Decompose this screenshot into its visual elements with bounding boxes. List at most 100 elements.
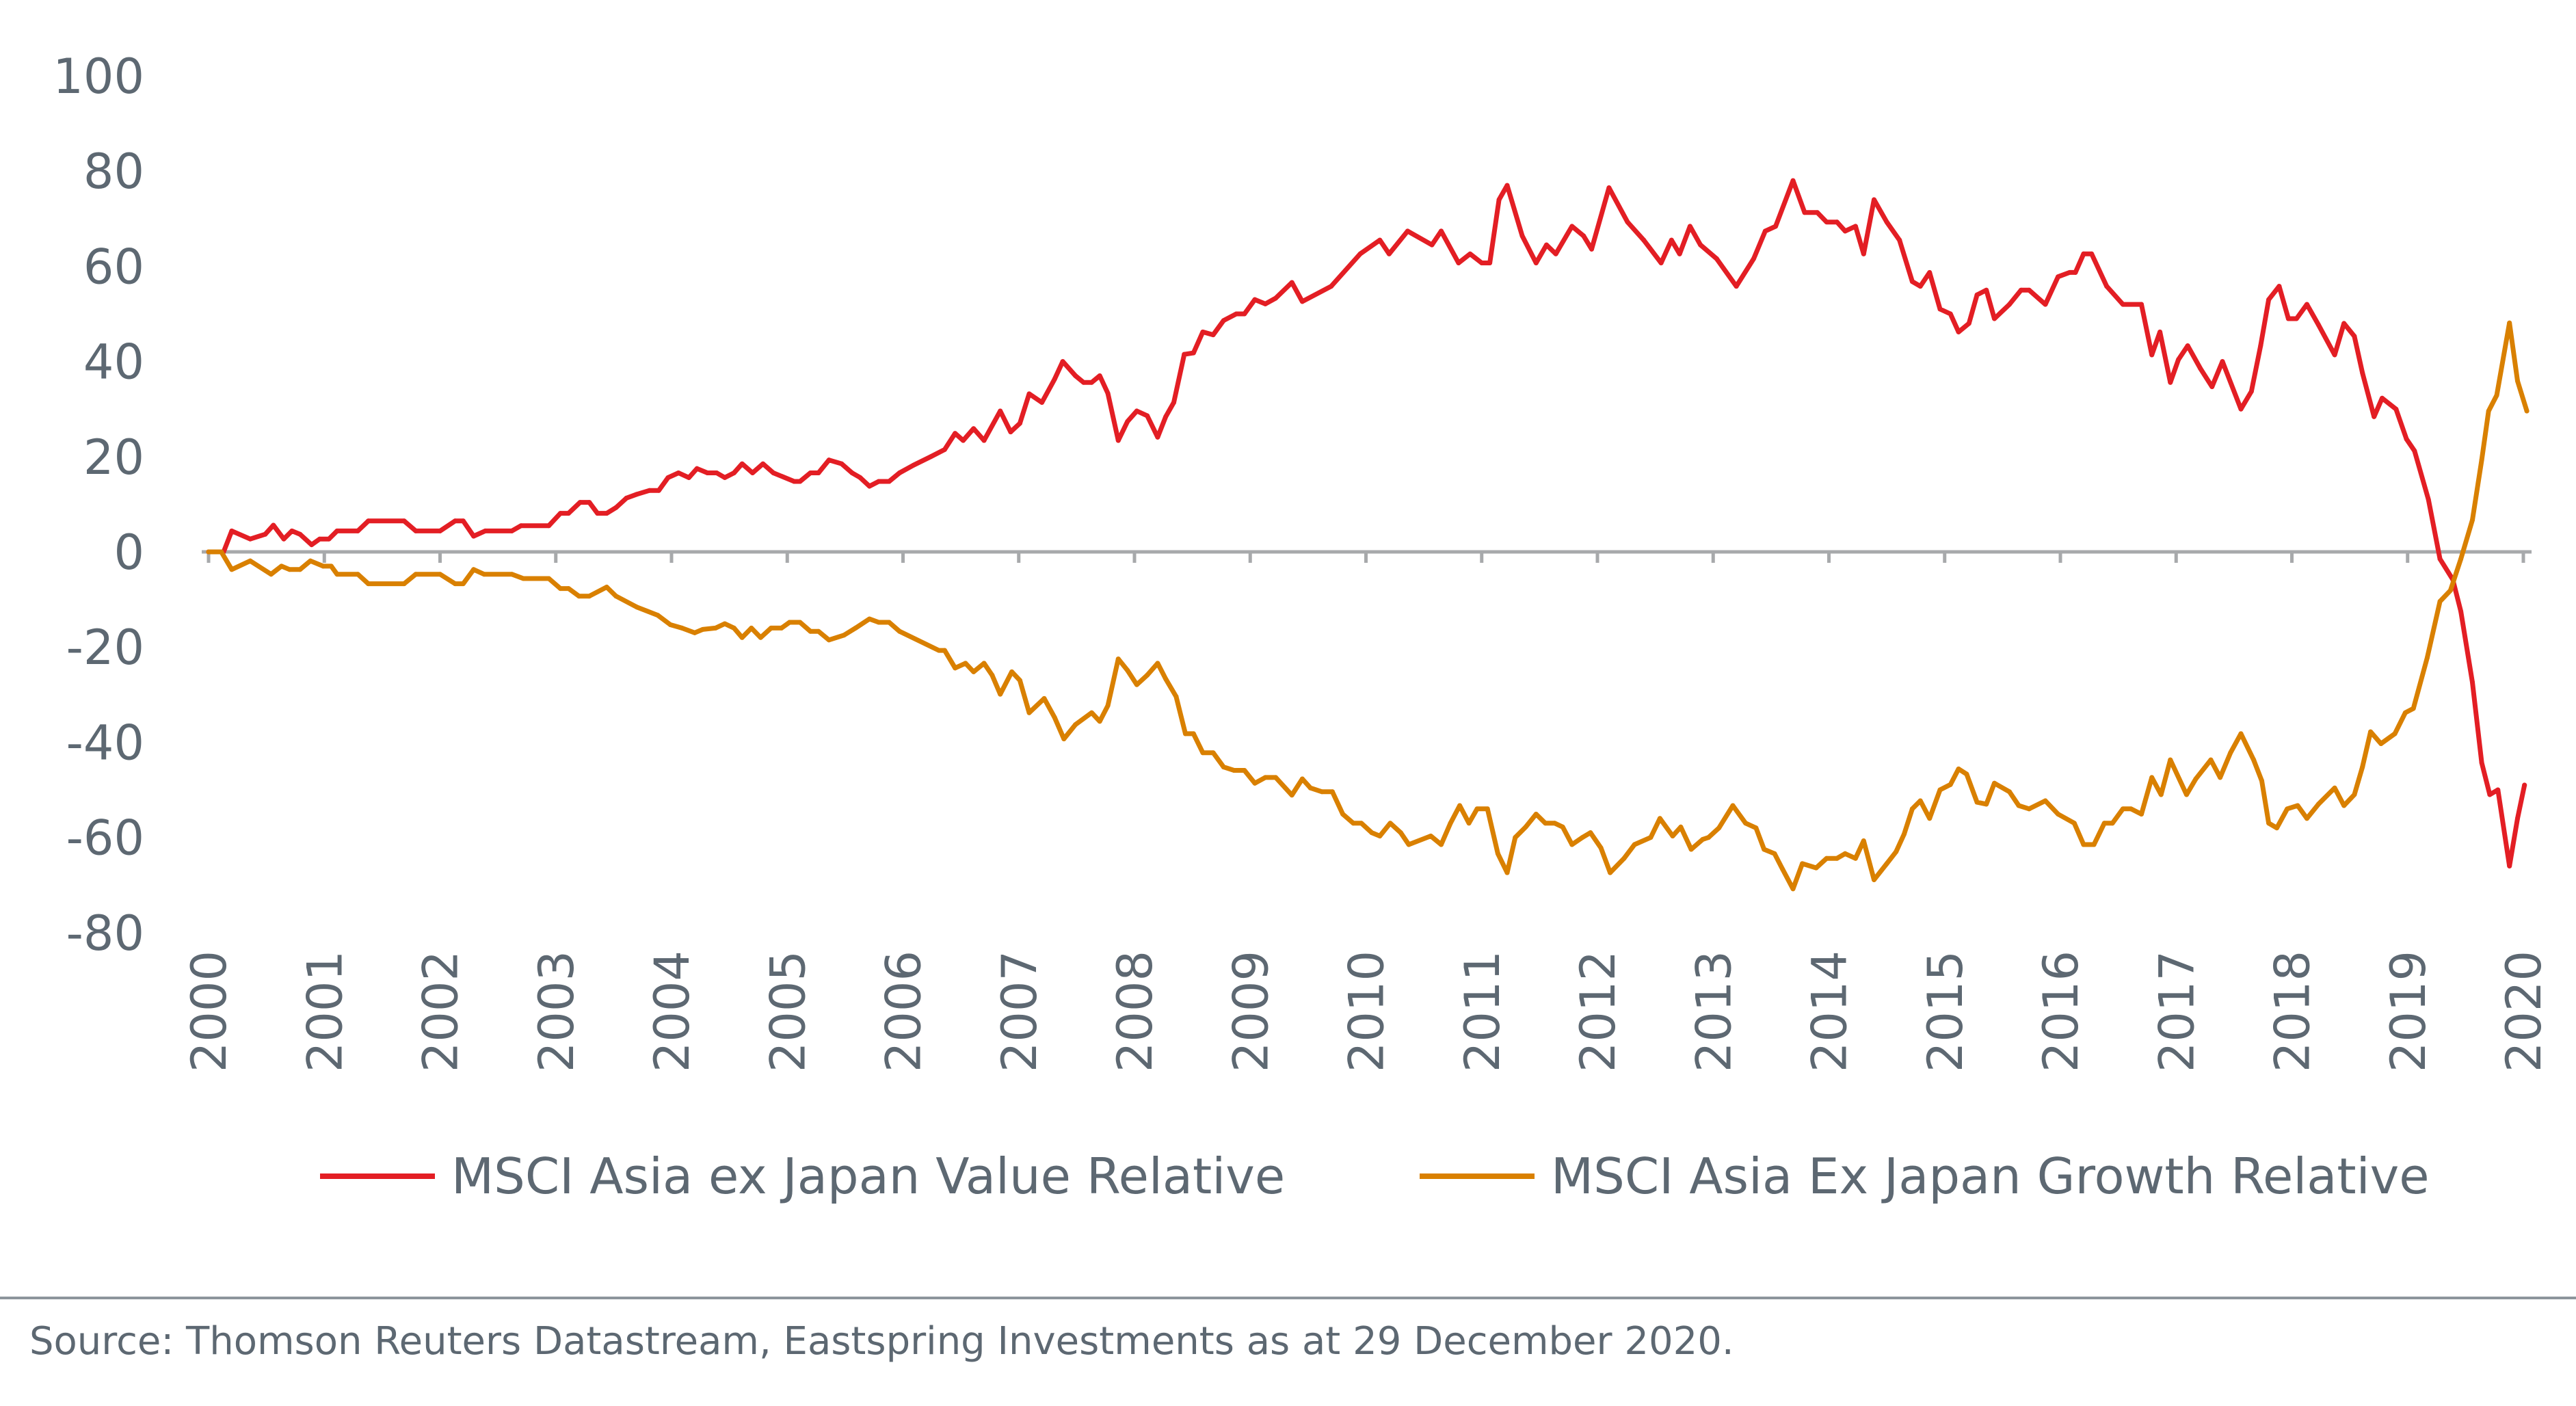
data-point [2089,251,2095,256]
data-point [1387,821,1393,826]
data-point [942,447,947,452]
data-point [797,479,803,484]
data-point [546,576,552,581]
data-point [731,625,736,631]
data-point [289,528,295,533]
data-point [1073,722,1078,728]
data-point [2470,680,2475,685]
data-point [2238,731,2244,737]
data-point [2120,302,2125,307]
data-point [1017,678,1022,683]
data-point [1853,855,1858,861]
data-point [2341,321,2347,326]
data-point [769,625,774,631]
data-point [366,518,371,524]
data-point [1815,210,1820,215]
data-point [692,630,698,635]
data-point [219,549,224,555]
data-point [509,572,514,577]
data-point [2341,803,2347,808]
data-point [1762,847,1767,852]
data-point [1299,299,1305,304]
data-point [1061,737,1067,742]
data-point [858,475,863,480]
data-point [1956,329,1961,334]
data-point [2332,352,2337,358]
data-point [686,475,691,480]
series-layer [206,178,2529,892]
data-point [1853,224,1858,229]
data-point [1714,256,1719,261]
data-point [897,628,902,634]
data-point [1125,419,1130,424]
data-point [2368,729,2374,734]
x-tick-label: 2019 [2380,951,2436,1072]
data-point [1902,832,1907,837]
data-point [2479,457,2484,463]
data-point [1041,695,1047,701]
data-point [1658,261,1664,266]
data-point [1457,803,1463,808]
data-point [297,567,303,572]
data-point [2315,801,2321,807]
data-point [1173,694,1179,700]
x-tick-label: 2017 [2149,951,2205,1072]
data-point [1698,242,1703,248]
data-point [2315,322,2321,328]
data-point [2138,811,2144,817]
data-point [1966,321,1971,326]
data-point [1834,855,1840,861]
data-point [656,488,661,493]
data-point [321,563,326,569]
data-point [634,492,639,497]
data-point [2447,587,2453,593]
data-point [1753,825,1759,831]
data-point [281,536,287,542]
data-point [760,461,766,466]
data-point [676,470,681,475]
data-point [2285,316,2291,321]
data-point [1716,825,1722,831]
data-point [749,470,755,475]
data-point [2522,782,2527,788]
data-point [2402,710,2408,715]
data-point [1974,292,1980,297]
x-tick-label: 2014 [1802,951,1858,1072]
data-point [1984,287,1989,293]
data-point [1621,855,1627,861]
data-point [2470,517,2475,522]
data-point [816,470,821,475]
data-point [998,408,1003,414]
data-point [1677,251,1682,256]
data-point [953,665,958,671]
data-point [2128,806,2134,812]
data-point [328,563,334,569]
data-point [2266,821,2272,826]
data-point [1678,824,1684,830]
data-point [758,635,763,640]
data-point [2043,798,2048,804]
data-point [1273,295,1278,301]
data-point [1937,306,1943,312]
data-point [1790,886,1796,892]
data-point [2294,316,2299,321]
data-point [2071,821,2077,826]
data-point [1670,834,1675,839]
data-point [2372,414,2377,419]
data-point [2168,380,2173,385]
data-point [2392,731,2398,737]
data-point [2258,343,2263,349]
data-point [1052,376,1057,382]
data-point [481,572,487,577]
data-point [1543,821,1548,826]
data-point [1191,731,1196,737]
data-point [1984,801,1989,807]
data-point [1026,710,1032,715]
data-point [1884,220,1889,225]
data-point [2515,816,2521,821]
data-point [2352,334,2357,339]
data-point [1917,284,1923,289]
data-point [1073,373,1078,378]
data-point [413,528,419,533]
data-point [1589,246,1595,252]
